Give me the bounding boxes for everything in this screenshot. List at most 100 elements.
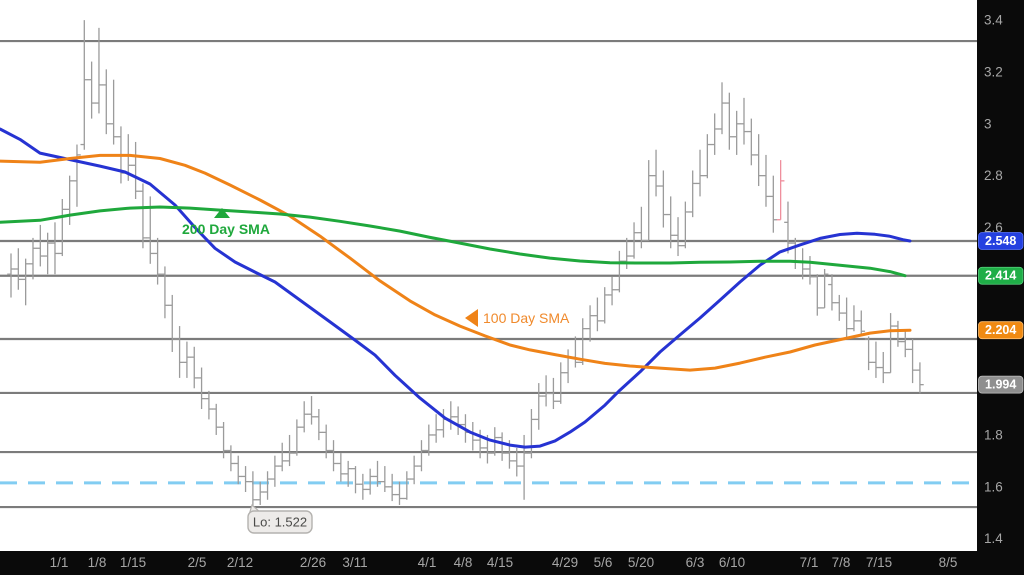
ohlc-bar — [740, 97, 748, 145]
ohlc-bar — [366, 468, 374, 495]
sma-100-triangle-left-icon — [465, 309, 478, 327]
ohlc-bar — [674, 217, 682, 257]
price-badge-text-last-price: 1.994 — [985, 378, 1016, 392]
price-badge-text-200-day-sma: 2.414 — [985, 269, 1016, 283]
x-axis-label: 7/15 — [866, 555, 892, 570]
ohlc-bar — [762, 154, 770, 207]
x-axis-label: 4/29 — [552, 555, 578, 570]
ohlc-bar — [681, 201, 690, 249]
x-axis-label: 4/8 — [454, 555, 473, 570]
x-axis-label: 1/1 — [50, 555, 69, 570]
y-axis-label: 3.2 — [984, 64, 1003, 79]
ohlc-bar — [87, 61, 96, 119]
ohlc-bar — [29, 237, 37, 280]
ohlc-bar — [14, 248, 23, 290]
sma-50-line — [0, 127, 912, 449]
ohlc-bar — [271, 455, 279, 487]
ohlc-bar — [73, 144, 81, 207]
ohlc-bar — [395, 481, 404, 505]
ohlc-bar — [549, 377, 558, 410]
ohlc-bar — [344, 460, 352, 487]
ohlc-bar — [630, 222, 638, 259]
ohlc-bar — [754, 134, 763, 187]
ohlc-bar — [307, 396, 316, 425]
ohlc-bar — [725, 92, 734, 150]
ohlc-bar — [43, 232, 52, 275]
x-axis-label: 5/6 — [594, 555, 613, 570]
ohlc-bar — [263, 471, 272, 500]
ohlc-bar — [710, 113, 719, 155]
ohlc-bar — [234, 455, 243, 485]
ohlc-bar — [219, 421, 228, 459]
ohlc-bar — [828, 274, 836, 311]
ohlc-bar — [403, 471, 411, 500]
ohlc-bar — [381, 466, 389, 493]
ohlc-bar — [593, 297, 602, 332]
sma-200-line — [0, 205, 907, 278]
price-badge-last-price[interactable] — [978, 375, 1024, 394]
price-badge-50-day-sma[interactable] — [978, 232, 1024, 250]
x-axis-label: 7/1 — [800, 555, 819, 570]
x-axis-label: 1/8 — [88, 555, 107, 570]
ohlc-bar — [556, 362, 565, 404]
ohlc-bar — [197, 367, 206, 410]
ohlc-bar — [586, 305, 594, 342]
ohlc-bar — [337, 453, 345, 482]
price-badge-200-day-sma[interactable] — [978, 266, 1024, 285]
ohlc-bar — [373, 460, 382, 487]
ohlc-bar — [864, 336, 873, 371]
low-tooltip-text: Lo: 1.522 — [253, 515, 307, 530]
x-axis-label: 7/8 — [832, 555, 851, 570]
y-axis-label: 2.6 — [984, 220, 1003, 235]
ohlc-bar — [732, 110, 741, 155]
ohlc-bar — [886, 313, 895, 374]
ohlc-bar — [212, 403, 221, 435]
price-badge-text-50-day-sma: 2.548 — [985, 234, 1016, 248]
ohlc-bar — [425, 424, 433, 456]
ohlc-bar — [820, 269, 829, 309]
ohlc-bar — [696, 149, 704, 197]
ohlc-bar — [747, 118, 756, 166]
ohlc-bar — [315, 409, 323, 441]
ohlc-bar — [615, 250, 624, 293]
sma-200-label: 200 Day SMA — [182, 221, 270, 237]
ohlc-bar — [153, 237, 162, 285]
ohlc-bar — [644, 160, 653, 242]
ohlc-bar — [80, 20, 89, 150]
ohlc-bar — [666, 196, 675, 249]
ohlc-bar — [879, 351, 888, 384]
ohlc-bar — [842, 297, 851, 340]
ohlc-bar — [410, 455, 418, 485]
ohlc-bar-highlighted — [776, 160, 785, 221]
ohlc-bar — [857, 310, 866, 337]
ohlc-bar — [65, 175, 74, 225]
ohlc-bar — [175, 326, 184, 378]
ohlc-bar — [894, 320, 902, 347]
x-axis-label: 2/5 — [188, 555, 207, 570]
ohlc-bar — [190, 346, 199, 389]
ohlc-bar — [688, 170, 697, 218]
ohlc-bar — [183, 341, 191, 378]
ohlc-bar — [813, 274, 822, 316]
ohlc-bar — [131, 141, 140, 199]
y-axis-label: 2.8 — [984, 168, 1003, 183]
ohlc-bar — [256, 481, 265, 505]
ohlc-bar — [322, 424, 330, 459]
y-axis-label: 3.4 — [984, 13, 1003, 28]
ohlc-bar — [542, 375, 550, 407]
sma-100-line — [0, 153, 912, 372]
ohlc-bar — [512, 447, 521, 477]
ohlc-bar — [351, 466, 360, 494]
ohlc-bar — [21, 258, 30, 306]
price-badge-100-day-sma[interactable] — [978, 321, 1024, 340]
ohlc-bar — [102, 69, 111, 135]
ohlc-bar — [908, 339, 917, 384]
x-axis-label: 4/15 — [487, 555, 513, 570]
ohlc-bar — [95, 27, 103, 114]
ohlc-bar — [703, 134, 712, 179]
ohlc-bar — [850, 305, 858, 332]
ohlc-bar — [718, 82, 726, 135]
x-axis-label: 6/3 — [686, 555, 705, 570]
